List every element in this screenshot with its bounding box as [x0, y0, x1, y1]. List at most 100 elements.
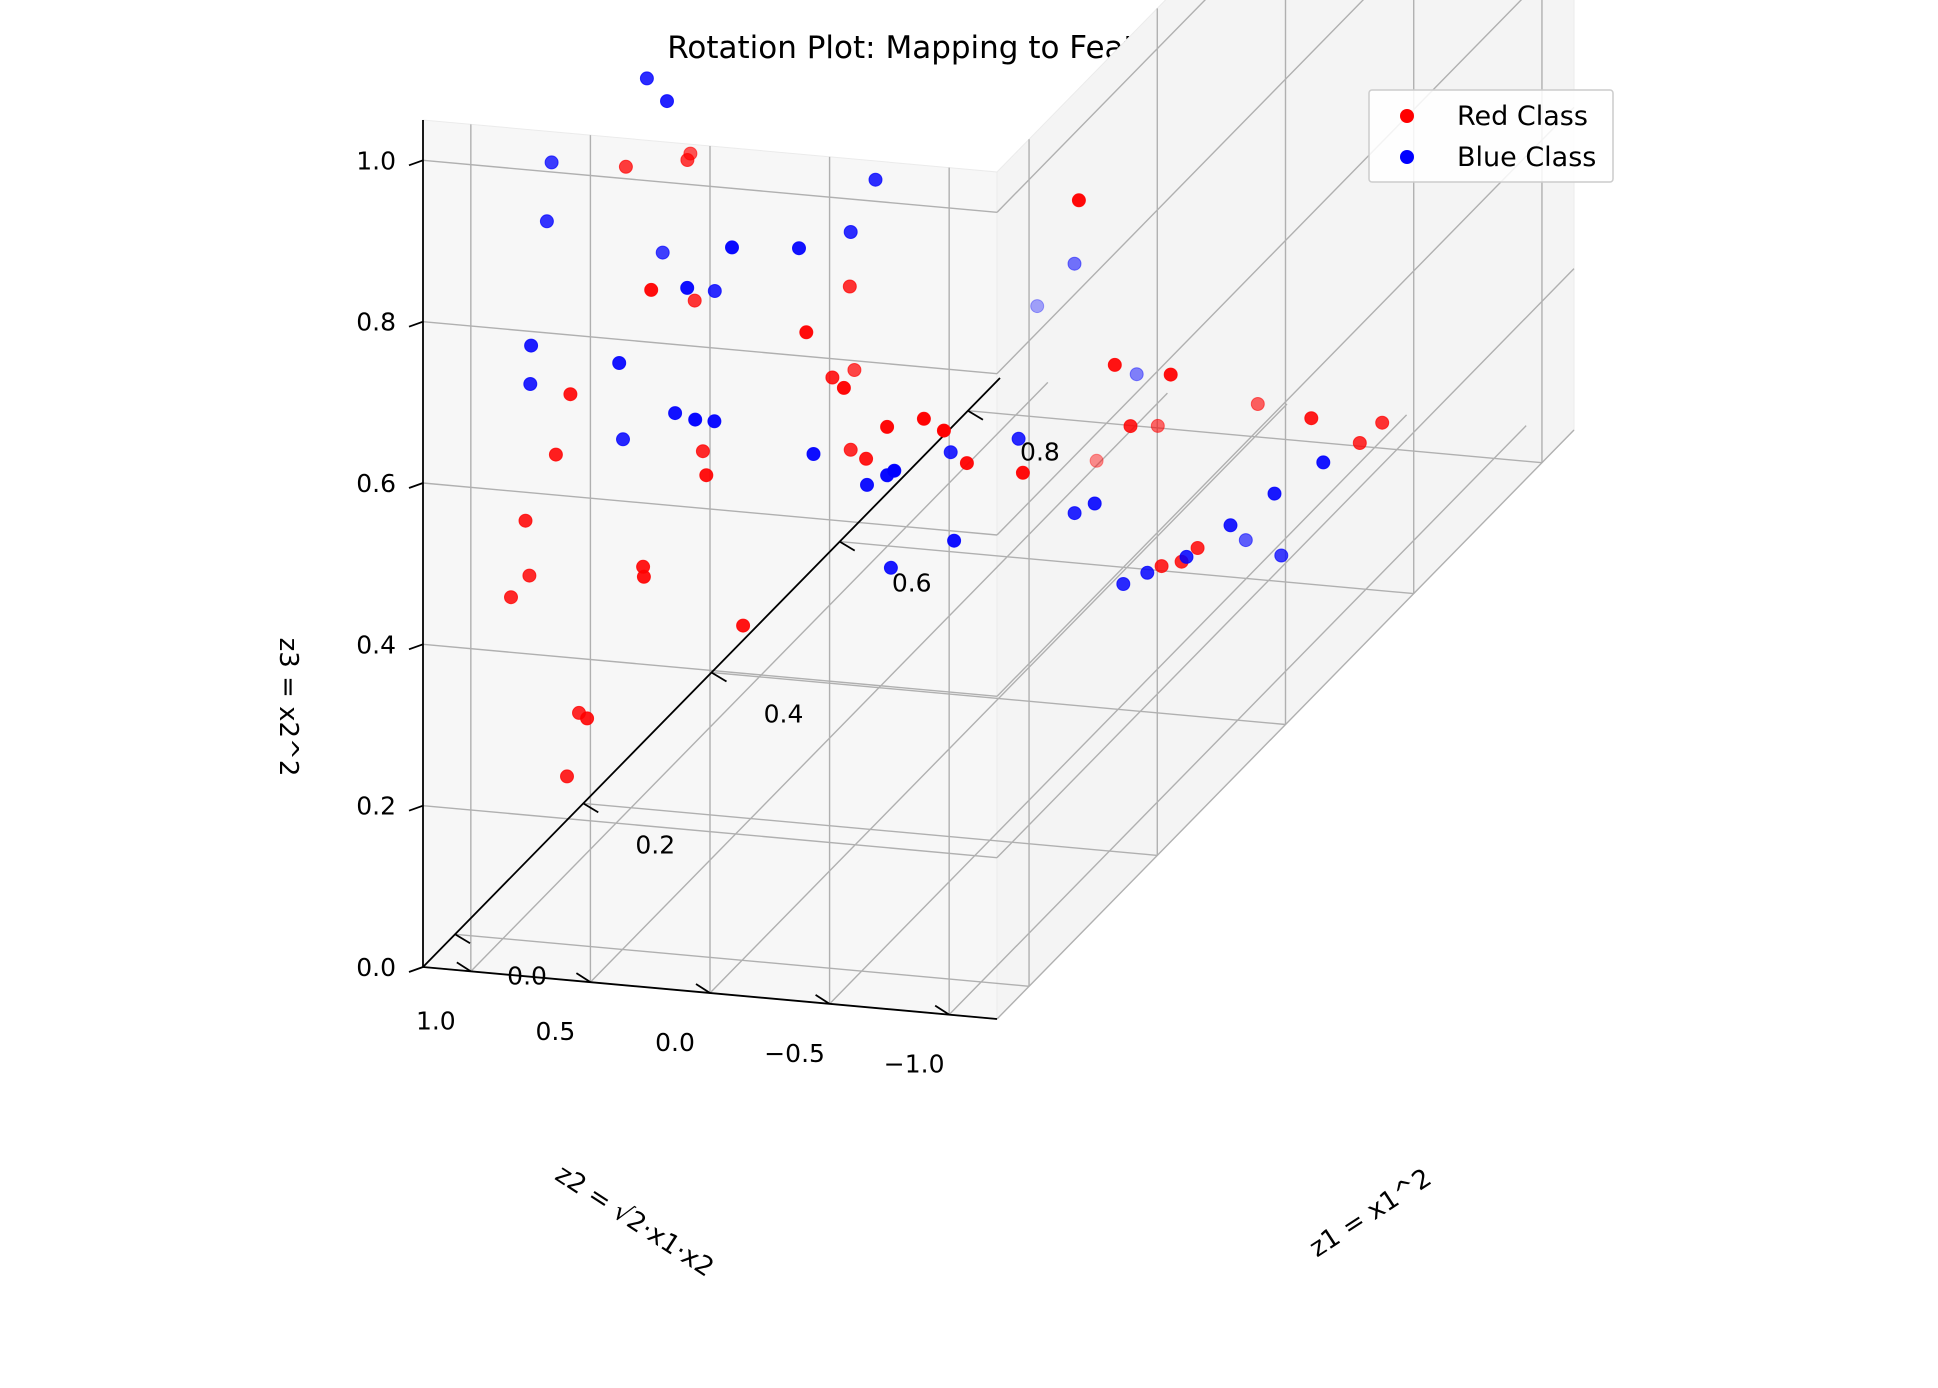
- blue-class-point: [1011, 431, 1026, 446]
- red-class-point: [859, 451, 874, 466]
- grid-line-z-right: [996, 268, 1575, 859]
- blue-class-point: [707, 414, 722, 429]
- z-tick-label: 0.4: [356, 630, 396, 659]
- grid-line-y-floor: [470, 381, 1049, 972]
- blue-class-point: [843, 225, 858, 239]
- y-tick-label: 0.5: [536, 1017, 576, 1046]
- red-class-point: [560, 769, 574, 784]
- red-class-point: [563, 387, 578, 402]
- red-class-point: [1089, 453, 1104, 468]
- legend: Red Class Blue Class: [1368, 89, 1614, 183]
- red-class-point: [736, 618, 751, 633]
- blue-class-point: [668, 406, 683, 421]
- y-axis-title: z2 = √2·x1·x2: [550, 1159, 719, 1283]
- x-tick-label: 0.6: [892, 569, 932, 598]
- grid-line-z-right: [996, 0, 1365, 375]
- z-tick-label: 1.0: [356, 146, 396, 175]
- blue-class-point: [1067, 506, 1082, 521]
- blue-class-point: [639, 71, 654, 86]
- blue-class-point: [860, 477, 874, 492]
- blue-class-point: [707, 284, 722, 298]
- blue-class-point: [806, 447, 821, 461]
- x-tick-label: 0.4: [764, 700, 804, 729]
- blue-class-point: [612, 356, 627, 370]
- blue-class-point: [1267, 486, 1282, 501]
- red-class-point: [1190, 541, 1205, 555]
- red-class-point: [548, 447, 563, 462]
- red-class-point: [1304, 411, 1319, 426]
- grid-line-z-right: [996, 106, 1575, 697]
- z-tick-mark: [408, 643, 424, 651]
- grid-line-y-floor: [948, 425, 1527, 1016]
- legend-label-blue: Blue Class: [1457, 142, 1596, 173]
- z-tick-label: 0.0: [356, 953, 396, 982]
- red-class-point: [1015, 465, 1030, 480]
- x-tick-label: 0.2: [635, 830, 675, 859]
- blue-class-point: [943, 445, 958, 460]
- blue-class-point: [1316, 455, 1331, 470]
- data-points: [504, 71, 1390, 784]
- grid-line-z-right: [996, 429, 1575, 1020]
- red-class-point: [799, 325, 814, 340]
- blue-class-point: [1129, 367, 1144, 382]
- blue-class-point: [616, 432, 630, 447]
- red-class-point: [687, 293, 702, 308]
- grid-line-y-floor: [829, 414, 1408, 1005]
- y-tick-label: −0.5: [764, 1039, 825, 1068]
- red-class-point: [1352, 436, 1367, 450]
- grid-lines: [422, 0, 1575, 1020]
- legend-label-red: Red Class: [1457, 101, 1588, 132]
- y-tick-mark: [934, 1004, 950, 1016]
- red-class-point: [836, 380, 851, 395]
- y-tick-mark: [456, 961, 472, 973]
- z-tick-label: 0.6: [356, 469, 396, 498]
- legend-marker-red: [1400, 109, 1414, 123]
- y-tick-mark: [695, 983, 711, 994]
- grid-line-z-left: [422, 643, 998, 698]
- z-tick-mark: [408, 966, 424, 973]
- red-class-point: [636, 569, 651, 584]
- x-tick-mark: [454, 933, 471, 945]
- red-class-point: [936, 423, 951, 438]
- red-class-point: [1071, 193, 1086, 208]
- x-tick-mark: [839, 540, 856, 552]
- red-class-point: [1107, 357, 1122, 372]
- blue-class-point: [1223, 518, 1238, 533]
- z-tick-mark: [408, 320, 424, 328]
- red-class-point: [1154, 559, 1169, 574]
- blue-class-point: [1030, 299, 1045, 314]
- red-class-point: [1150, 418, 1165, 433]
- x-axis-title: z1 = x1^2: [1304, 1163, 1437, 1264]
- z-tick-mark: [408, 804, 424, 812]
- blue-class-point: [1238, 533, 1253, 548]
- red-class-point: [843, 442, 858, 457]
- z-axis-title: z3 = x2^2: [273, 638, 303, 777]
- red-class-point: [504, 590, 518, 605]
- blue-class-point: [883, 560, 898, 575]
- red-class-point: [842, 279, 857, 294]
- blue-class-point: [868, 172, 883, 187]
- blue-class-point: [1274, 548, 1289, 563]
- blue-class-point: [947, 533, 962, 548]
- blue-class-point: [725, 240, 739, 255]
- grid-line-z-left: [422, 320, 998, 375]
- blue-class-point: [792, 241, 806, 256]
- tick-marks: 0.0 0.2 0.4 0.6 0.8 −1.0 −0.5 0.0 0.5 1.0 0.0 0.2 0.…: [356, 146, 1060, 1078]
- z-tick-label: 0.2: [356, 792, 396, 821]
- x-tick-label: 0.0: [507, 961, 547, 990]
- legend-marker-blue: [1400, 150, 1414, 164]
- red-class-point: [1375, 415, 1390, 430]
- red-class-point: [880, 419, 895, 434]
- grid-line-z-right: [996, 0, 1206, 213]
- blue-class-point: [655, 245, 670, 260]
- red-class-point: [847, 363, 862, 377]
- red-class-point: [644, 282, 659, 297]
- blue-class-point: [1140, 565, 1155, 580]
- grid-line-z-left: [422, 159, 998, 214]
- blue-class-point: [523, 377, 538, 391]
- blue-class-point: [539, 214, 554, 229]
- red-class-point: [916, 411, 931, 426]
- x-tick-mark: [582, 802, 599, 814]
